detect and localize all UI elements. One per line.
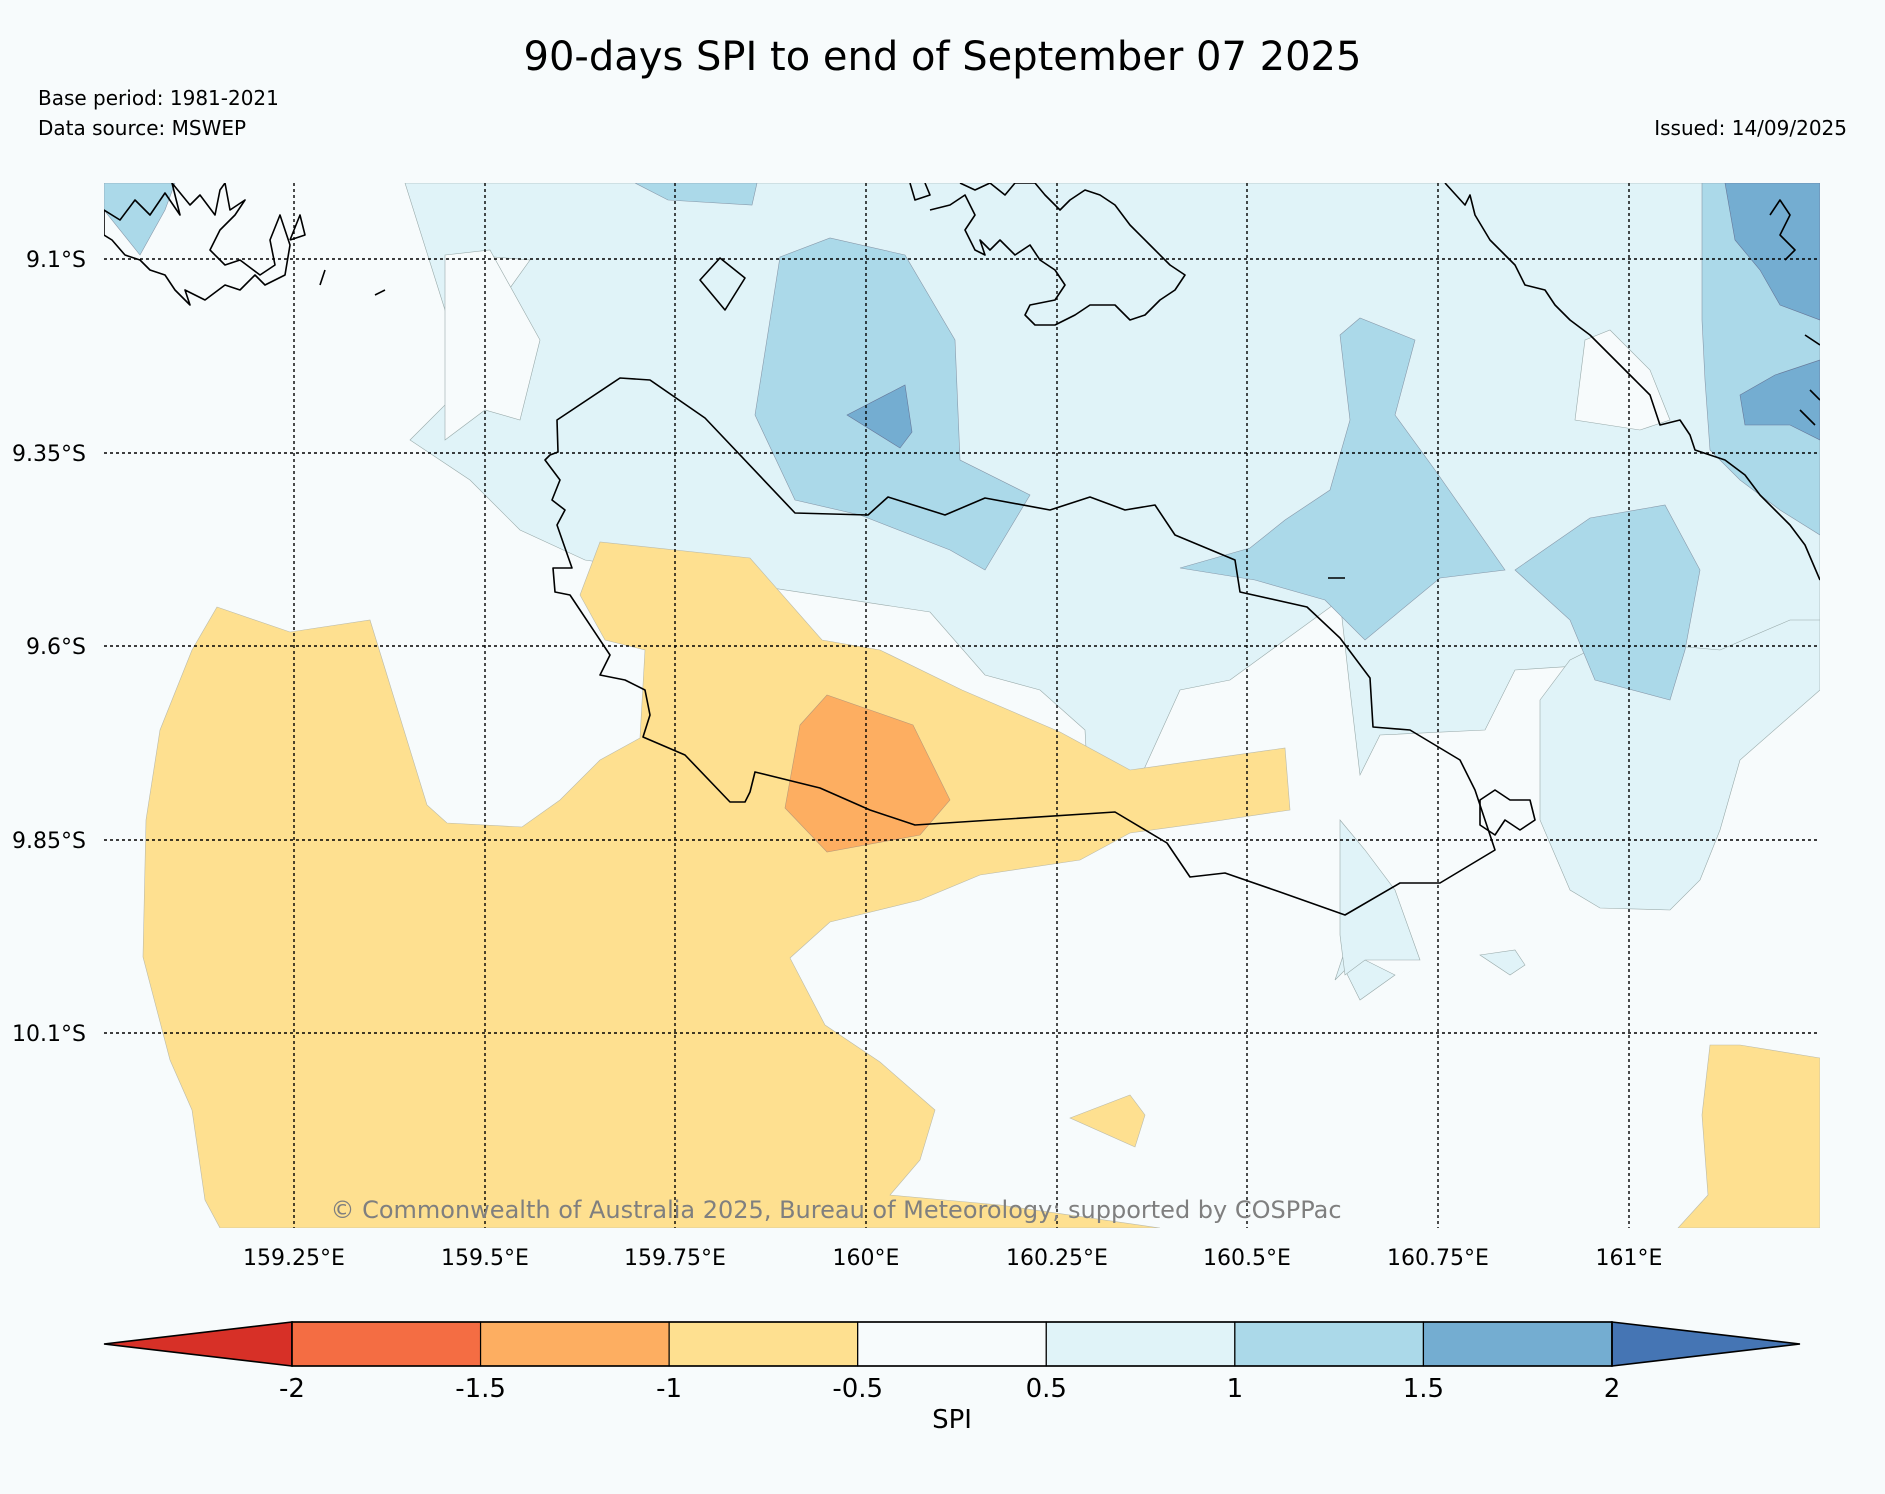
coastline-northwest [104,183,291,306]
coastline-nw-dash-1 [319,269,326,286]
colorbar-frame [291,1321,1613,1367]
lat-label: 9.6°S [26,635,86,660]
issued-date: Issued: 14/09/2025 [1654,116,1847,140]
lon-label: 160.75°E [1387,1246,1489,1271]
lon-label: 160.25°E [1006,1246,1108,1271]
lat-label: 9.85°S [12,829,86,854]
coastline-east-island [1444,183,1820,581]
spi-wet-severe-zones [846,183,1820,449]
coastline-northeast-island [909,183,1186,326]
coastline-ne-frags [1799,334,1820,426]
colorbar-tick-label: 0.5 [1026,1374,1067,1404]
dry-zone-main [142,541,1291,1228]
coastlines [104,183,1820,916]
dry-zone-islet [1069,1094,1146,1148]
colorbar-tick-label: -2 [279,1374,305,1404]
colorbar-segment [1045,1321,1236,1367]
colorbar-segment [1422,1321,1613,1367]
spi-dry-moderate-zones [142,541,1820,1228]
dry-severe-center [784,694,951,853]
colorbar-tick-label: -1.5 [455,1374,506,1404]
wet-severe-west [846,384,913,449]
wet-moderate-corner [104,183,176,256]
colorbar-segment [1234,1321,1425,1367]
normal-hole-2 [1574,329,1671,431]
colorbar-label: SPI [932,1405,972,1435]
copyright-text: © Commonwealth of Australia 2025, Bureau… [330,1196,1341,1224]
colorbar-tick-label: 1.5 [1403,1374,1444,1404]
colorbar-segment [857,1321,1047,1367]
colorbar-tick-label: 2 [1604,1374,1621,1404]
wet-severe-ne-mid [1739,359,1820,441]
lat-label: 9.35°S [12,442,86,467]
wet-moderate-top [634,183,758,206]
coastline-east-islets [1479,789,1536,836]
dry-zone-southeast [1677,1044,1820,1228]
wet-severe-ne-top [1724,183,1820,321]
colorbar: -2 -1.5 -1 -0.5 0.5 1 1.5 2 SPI [103,1321,1801,1435]
coastline-main-island [544,377,1496,916]
spi-normal-holes [444,249,1671,441]
colorbar-segment [479,1321,670,1367]
base-period: Base period: 1981-2021 [38,86,279,110]
lat-label: 10.1°S [12,1022,86,1047]
coastline-nw-islet [289,214,306,241]
colorbar-extend-left [103,1321,293,1367]
lat-label: 9.1°S [26,248,86,273]
wet-moderate-east [1514,504,1701,701]
colorbar-extend-right [1611,1321,1801,1367]
coastline-islet [699,257,746,311]
map-area [104,183,1820,1228]
data-source: Data source: MSWEP [38,116,247,140]
colorbar-tick-label: -0.5 [832,1374,883,1404]
spi-dry-severe-zones [784,694,951,853]
lon-label: 161°E [1596,1246,1663,1271]
wet-zone-south [1339,819,1421,976]
normal-hole-1 [444,249,541,441]
gridlines [104,183,1820,1228]
lon-label: 159.25°E [243,1246,345,1271]
coastline-ne-edge [1769,199,1796,261]
lon-label: 160°E [833,1246,900,1271]
colorbar-tick-label: 1 [1227,1374,1244,1404]
spi-wet-slight-zones [404,183,1820,1001]
lon-label: 160.5°E [1203,1246,1291,1271]
colorbar-segment [291,1321,482,1367]
coastline-nw-dash-2 [374,289,386,296]
wet-zone-patch [1479,949,1526,976]
map-title: 90-days SPI to end of September 07 2025 [523,34,1362,80]
colorbar-tick-label: -1 [656,1374,682,1404]
wet-moderate-central [1179,317,1506,641]
lon-label: 159.75°E [624,1246,726,1271]
lon-label: 159.5°E [441,1246,529,1271]
colorbar-segment [668,1321,859,1367]
